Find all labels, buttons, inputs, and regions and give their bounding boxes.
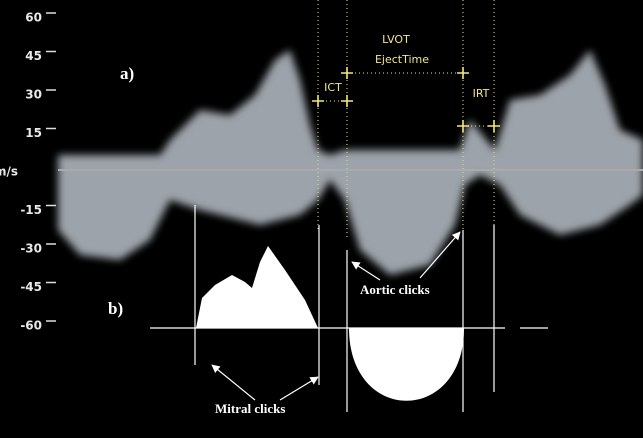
lvot-label: LVOT bbox=[382, 33, 410, 46]
mitral-clicks-label: Mitral clicks bbox=[215, 401, 285, 416]
doppler-figure: 60 45 30 15 cm/s -15 -30 -45 -60 ICT LVOT EjectT… bbox=[0, 0, 643, 438]
y-axis-label: 60 bbox=[25, 11, 42, 25]
panel-b-label: b) bbox=[108, 299, 123, 318]
eject-time-label: EjectTime bbox=[375, 53, 429, 66]
irt-label: IRT bbox=[473, 87, 490, 100]
aortic-clicks-label: Aortic clicks bbox=[360, 282, 430, 297]
y-axis-label: 30 bbox=[25, 88, 42, 102]
y-axis-label: -30 bbox=[20, 242, 42, 256]
y-axis-label: -15 bbox=[20, 203, 42, 217]
y-axis-label: -45 bbox=[20, 280, 42, 294]
ict-label: ICT bbox=[324, 81, 342, 94]
y-axis-label: 45 bbox=[25, 49, 42, 63]
y-axis-label: -60 bbox=[20, 319, 42, 333]
y-axis-label: 15 bbox=[25, 126, 42, 140]
panel-a-label: a) bbox=[120, 64, 134, 83]
y-axis-label: cm/s bbox=[0, 165, 18, 179]
